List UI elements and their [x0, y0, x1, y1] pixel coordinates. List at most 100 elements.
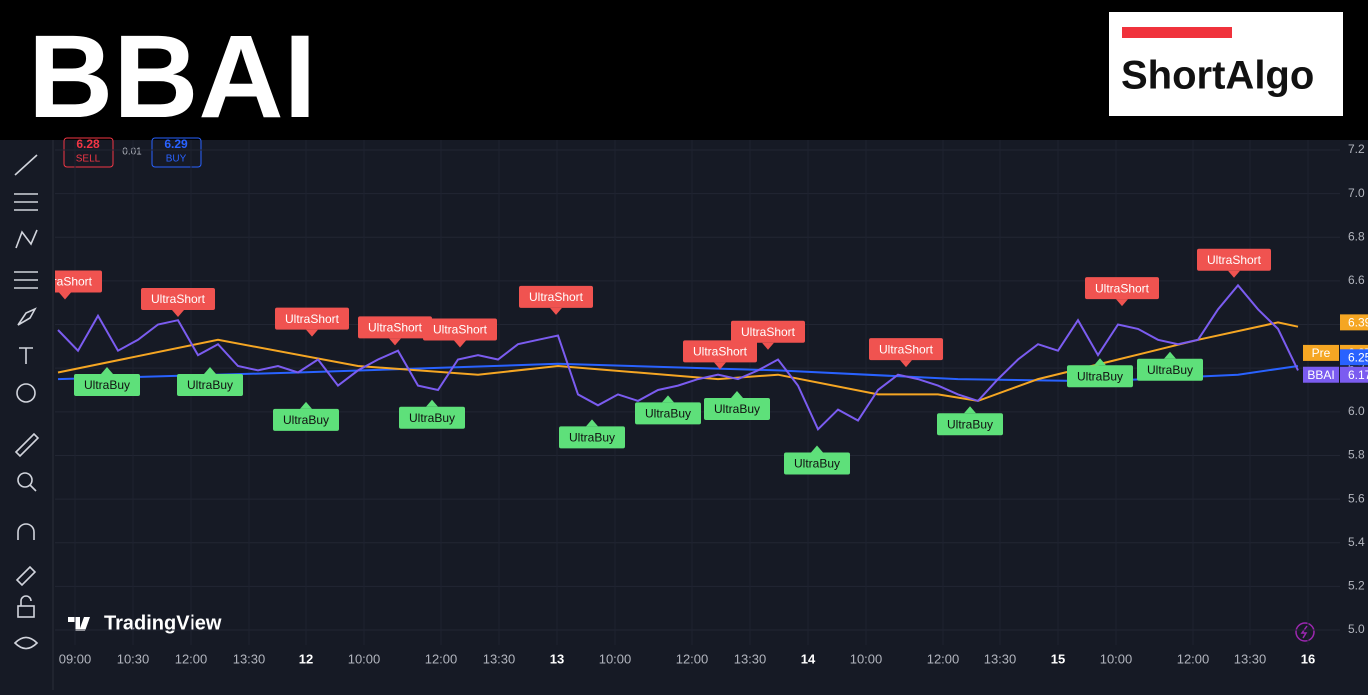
signal-pointer — [1228, 270, 1240, 278]
signal-box — [784, 452, 850, 475]
spread: 0.01 — [122, 147, 142, 158]
signal: UltraBuy — [784, 445, 850, 475]
signal: UltraShort — [358, 316, 432, 346]
signal-label: UltraBuy — [283, 413, 329, 427]
x-tick-label: 12:00 — [1177, 651, 1210, 666]
signal-label: UltraShort — [741, 325, 796, 339]
signal-label: UltraShort — [1207, 253, 1262, 267]
signal-pointer — [172, 310, 184, 317]
signal-pointer — [762, 342, 774, 350]
lightning-icon[interactable] — [1295, 622, 1315, 642]
price-tag-label: 6.25 — [1348, 350, 1368, 364]
x-tick-label: 12 — [299, 651, 313, 666]
signal-label: UltraShort — [529, 290, 584, 304]
watermark: TradingView — [104, 612, 222, 634]
y-tick-label: 5.6 — [1348, 491, 1365, 505]
price-tag-label: 6.39 — [1348, 316, 1368, 330]
signal-pointer — [586, 419, 598, 427]
x-tick-label: 13:30 — [734, 651, 767, 666]
signal-box — [358, 316, 432, 339]
x-tick-label: 10:00 — [599, 651, 632, 666]
signal-pointer — [550, 307, 562, 315]
signal: UltraBuy — [1137, 351, 1203, 381]
buy-box[interactable] — [151, 137, 202, 168]
signal-label: UltraBuy — [187, 378, 233, 392]
y-tick-label: 5.8 — [1348, 448, 1365, 462]
signal-pointer — [964, 406, 976, 414]
signal-pointer — [389, 338, 401, 346]
signal-box — [704, 398, 770, 420]
toolbar-icons[interactable] — [13, 154, 40, 650]
signal: UltraShort — [423, 318, 497, 348]
x-tick-label: 09:00 — [59, 651, 92, 666]
x-tick-label: 10:00 — [1100, 651, 1133, 666]
x-tick-label: 13:30 — [233, 651, 266, 666]
x-tick-label: 12:00 — [425, 651, 458, 666]
price-tag-name-box — [1303, 366, 1339, 383]
buy-label: BUY — [166, 154, 187, 165]
logo-bar — [1122, 27, 1232, 38]
signal-box — [635, 402, 701, 425]
signal: UltraShort — [55, 270, 102, 300]
signal-box — [399, 406, 465, 429]
signal: UltraShort — [869, 338, 943, 368]
x-tick-label: 12:00 — [676, 651, 709, 666]
signal: UltraShort — [731, 320, 805, 350]
signal-label: UltraBuy — [84, 378, 130, 392]
signal-pointer — [811, 445, 823, 453]
signal-pointer — [59, 292, 71, 300]
signal-label: UltraBuy — [645, 407, 691, 421]
buy-price: 6.29 — [164, 137, 188, 151]
signal-label: UltraBuy — [1077, 369, 1123, 383]
overlay: 7.27.06.86.66.46.26.05.85.65.45.25.009:0… — [59, 142, 1368, 666]
x-tick-label: 15 — [1051, 651, 1065, 666]
watermark-logo — [68, 617, 90, 631]
signal-box — [1067, 365, 1133, 388]
y-tick-label: 6.6 — [1348, 273, 1365, 287]
signal: UltraBuy — [177, 367, 243, 396]
signal-label: UltraShort — [433, 323, 488, 337]
signal-label: UltraBuy — [714, 402, 760, 416]
signal-box — [1197, 248, 1271, 271]
signal-pointer — [714, 362, 726, 370]
y-tick-label: 7.0 — [1348, 186, 1365, 200]
series-line — [57, 321, 1299, 402]
x-tick-label: 10:30 — [117, 651, 150, 666]
signal-label: UltraShort — [285, 312, 340, 326]
signal-label: UltraShort — [151, 292, 206, 306]
signal: UltraBuy — [74, 367, 140, 396]
signal-box — [141, 288, 215, 310]
series-line — [57, 283, 1299, 432]
signal: UltraShort — [275, 307, 349, 337]
signal-box — [177, 374, 243, 396]
signal-box — [731, 320, 805, 343]
x-tick-label: 13:30 — [1234, 651, 1267, 666]
signal-box — [559, 426, 625, 449]
signal: UltraBuy — [273, 401, 339, 431]
signal: UltraBuy — [704, 391, 770, 420]
signal: UltraShort — [1197, 248, 1271, 278]
price-tag — [1340, 366, 1368, 383]
x-tick-label: 12:00 — [175, 651, 208, 666]
series-line — [57, 362, 1299, 383]
signal: UltraBuy — [1067, 358, 1133, 388]
price-tag-label: 6.17 — [1348, 368, 1368, 382]
signal-pointer — [900, 360, 912, 368]
signal-label: UltraShort — [693, 345, 748, 359]
signal-label: UltraBuy — [1147, 363, 1193, 377]
x-tick-label: 10:00 — [348, 651, 381, 666]
signal-box — [937, 413, 1003, 436]
signal-pointer — [101, 367, 113, 374]
signal-label: UltraBuy — [794, 457, 840, 471]
signal: UltraShort — [1085, 277, 1159, 307]
signal-pointer — [300, 401, 312, 409]
signal-box — [275, 307, 349, 330]
y-tick-label: 6.8 — [1348, 229, 1365, 243]
signal: UltraBuy — [559, 419, 625, 449]
x-tick-label: 13 — [550, 651, 564, 666]
toolbar — [0, 140, 53, 690]
signal-pointer — [426, 399, 438, 407]
x-tick-label: 16 — [1301, 651, 1315, 666]
sell-box[interactable] — [63, 137, 114, 168]
